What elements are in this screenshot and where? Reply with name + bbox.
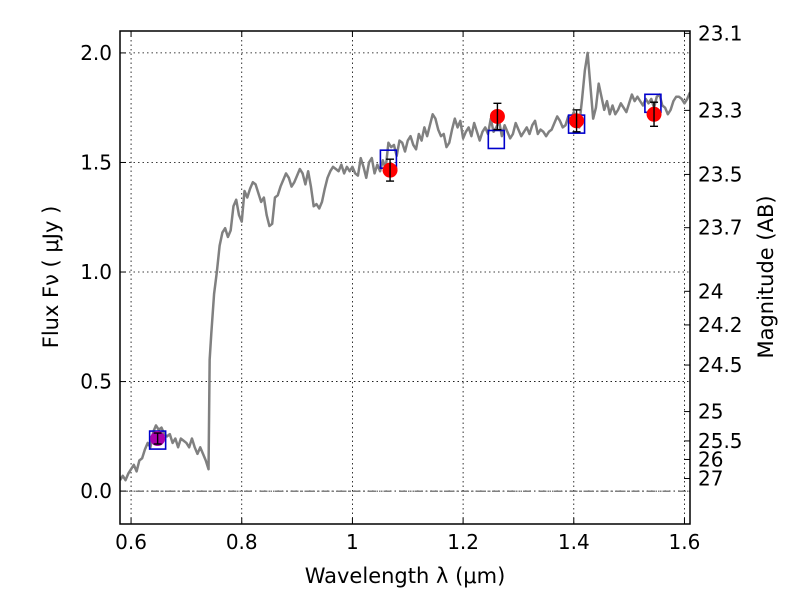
- mag-tick-label-8: 25.5: [698, 429, 743, 453]
- observed-errorbar-1: [493, 102, 502, 131]
- mag-tick-label-9: 26: [698, 447, 723, 471]
- mag-tick-label-1: 23.3: [698, 98, 743, 122]
- y-axis-ticks: 0.0 0.5 1.0 1.5 2.0: [80, 41, 126, 503]
- mag-tick-label-10: 27: [698, 467, 723, 491]
- x-axis-label: Wavelength λ (μm): [305, 564, 506, 588]
- right-axis-label: Magnitude (AB): [754, 195, 778, 358]
- plot-frame: [119, 30, 691, 525]
- mag-tick-label-3: 23.7: [698, 216, 743, 240]
- y-tick-label-3: 1.5: [80, 150, 112, 174]
- observed-error-bars: [153, 101, 659, 445]
- y-tick-label-2: 1.0: [80, 260, 112, 284]
- mag-tick-label-2: 23.5: [698, 162, 743, 186]
- x-tick-label-5: 1.6: [669, 530, 701, 554]
- mag-tick-label-4: 24: [698, 279, 723, 303]
- observed-errorbar-2: [572, 109, 581, 133]
- y-tick-label-4: 2.0: [80, 41, 112, 65]
- plot-content: [120, 51, 690, 482]
- model-box-2: [487, 129, 506, 150]
- observed-errorbar-3: [650, 101, 659, 128]
- y-tick-label-0: 0.0: [80, 479, 112, 503]
- y-axis-label: Flux Fν ( μJy ): [39, 206, 63, 349]
- observed-errorbar-0: [386, 158, 395, 182]
- x-tick-label-2: 1: [346, 530, 359, 554]
- observed-alt-errorbar-0: [153, 432, 162, 445]
- mag-tick-label-6: 24.5: [698, 353, 743, 377]
- x-tick-label-1: 0.8: [226, 530, 258, 554]
- x-tick-label-3: 1.2: [447, 530, 479, 554]
- mag-tick-label-0: 23.1: [698, 21, 743, 45]
- mag-tick-label-5: 24.2: [698, 313, 743, 337]
- x-axis-ticks: 0.6 0.8 1 1.2 1.4 1.6: [115, 31, 700, 554]
- x-tick-label-0: 0.6: [115, 530, 147, 554]
- x-tick-label-4: 1.4: [558, 530, 590, 554]
- mag-tick-label-7: 25: [698, 400, 723, 424]
- observed-points: [150, 106, 662, 447]
- y-tick-label-1: 0.5: [80, 370, 112, 394]
- model-sed-line: [120, 51, 690, 482]
